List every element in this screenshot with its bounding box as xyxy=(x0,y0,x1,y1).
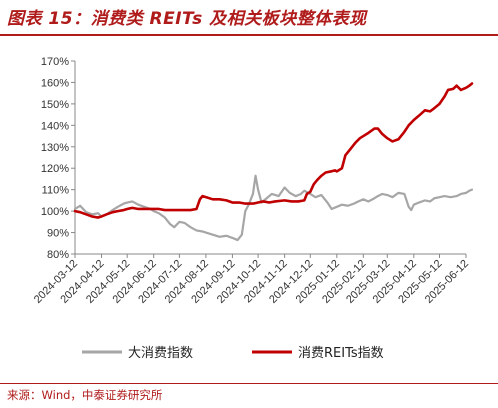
y-tick-label: 140% xyxy=(41,120,69,132)
y-tick-label: 80% xyxy=(47,249,69,261)
y-tick-label: 160% xyxy=(41,77,69,89)
y-tick-label: 130% xyxy=(41,142,69,154)
legend-label: 消费REITs指数 xyxy=(298,346,384,361)
series-lines xyxy=(73,82,474,242)
source-note: 来源：Wind，中泰证券研究所 xyxy=(7,388,163,402)
legend: 大消费指数 消费REITs指数 xyxy=(82,346,384,361)
x-axis: 2024-03-122024-04-122024-05-122024-06-12… xyxy=(32,253,471,306)
legend-label: 大消费指数 xyxy=(128,346,193,361)
legend-item-reits-index: 消费REITs指数 xyxy=(252,346,384,361)
legend-item-consumer-index: 大消费指数 xyxy=(82,346,193,361)
y-tick-label: 90% xyxy=(47,228,69,240)
y-tick-label: 110% xyxy=(42,185,70,197)
y-tick-label: 100% xyxy=(41,206,69,218)
footer-divider xyxy=(0,383,498,384)
y-axis: 80% 90% 100% 110% 120% 130% 140% 150% 160% 170% xyxy=(41,56,76,261)
series-line-reits-index xyxy=(73,82,474,219)
y-tick-label: 120% xyxy=(41,163,69,175)
title-divider xyxy=(0,34,498,36)
y-tick-label: 170% xyxy=(41,56,69,68)
figure-title: 图表 15：消费类 REITs 及相关板块整体表现 xyxy=(7,9,367,29)
series-line-consumer-index xyxy=(73,174,474,242)
y-tick-label: 150% xyxy=(41,99,69,111)
